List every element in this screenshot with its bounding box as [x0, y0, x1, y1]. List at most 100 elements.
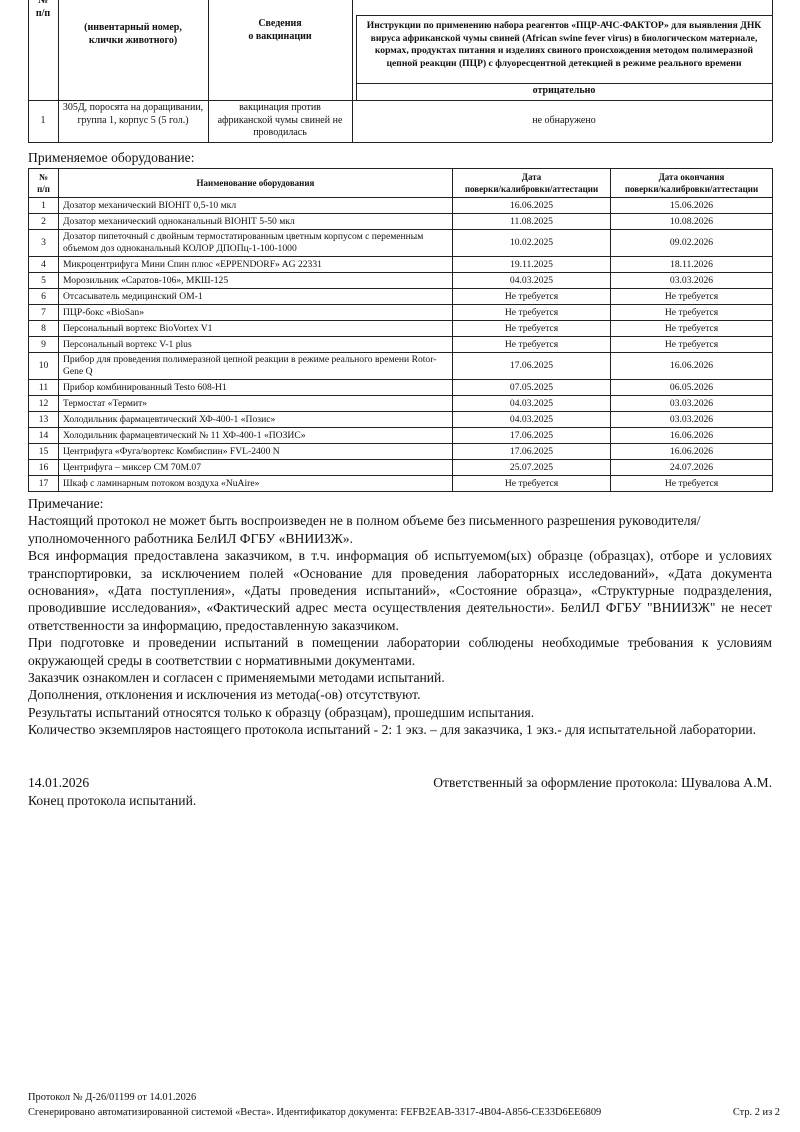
table-border	[58, 0, 59, 142]
table-border	[772, 0, 773, 142]
equipment-table: № п/п Наименование оборудования Дата повер…	[28, 168, 773, 492]
cell: не обнаружено	[532, 115, 596, 126]
cell: Морозильник «Саратов-106», МКШ-125	[58, 272, 453, 289]
header-cell: Дата поверки/калибровки/аттестации	[452, 168, 611, 198]
cell: 17	[28, 475, 59, 492]
cell: 16	[28, 459, 59, 476]
note-paragraph: Дополнения, отклонения и исключения из м…	[28, 687, 421, 703]
table-row: 16 Центрифуга – миксер СМ 70М.07 25.07.202…	[28, 459, 773, 476]
cell: 17.06.2025	[452, 352, 611, 380]
cell: 25.07.2025	[452, 459, 611, 476]
cell: Прибор для проведения полимеразной цепно…	[58, 352, 453, 380]
footer-generated: Сгенерировано автоматизированной системо…	[28, 1107, 602, 1118]
header-cell: Сведения о вакцинации	[248, 18, 312, 42]
table-row: 3 Дозатор пипеточный с двойным термостати…	[28, 229, 773, 257]
table-row: 17 Шкаф с ламинарным потоком воздуха «NuA…	[28, 475, 773, 492]
cell: Не требуется	[610, 320, 773, 337]
cell: Не требуется	[610, 336, 773, 353]
header-row: № п/п Наименование оборудования Дата повер…	[28, 168, 773, 198]
header-cell: № п/п	[35, 0, 51, 19]
cell: 04.03.2025	[452, 395, 611, 412]
cell: 11	[28, 379, 59, 396]
note-paragraph: Настоящий протокол не может быть воспрои…	[28, 513, 701, 546]
cell: Отсасыватель медицинский ОМ-1	[58, 288, 453, 305]
table-body: № п/п Наименование оборудования Дата повер…	[28, 168, 773, 492]
table-border	[28, 100, 772, 101]
cell: Шкаф с ламинарным потоком воздуха «NuAir…	[58, 475, 453, 492]
cell: 8	[28, 320, 59, 337]
cell: 04.03.2025	[452, 272, 611, 289]
table-row: 11 Прибор комбинированный Testo 608-H1 07.…	[28, 379, 773, 396]
cell: Не требуется	[452, 475, 611, 492]
cell: 06.05.2026	[610, 379, 773, 396]
cell: 6	[28, 288, 59, 305]
table-row: 5 Морозильник «Саратов-106», МКШ-125 04.03…	[28, 272, 773, 289]
table-row: 1 Дозатор механический ВІОНІТ 0,5-10 мкл 1…	[28, 197, 773, 214]
cell: Центрифуга – миксер СМ 70М.07	[58, 459, 453, 476]
cell: 7	[28, 304, 59, 321]
table-border	[208, 0, 209, 142]
header-cell: Наименование оборудования	[58, 168, 453, 198]
cell: Не требуется	[452, 336, 611, 353]
table-row: 10 Прибор для проведения полимеразной цеп…	[28, 352, 773, 380]
cell: 10	[28, 352, 59, 380]
date: 14.01.2026	[28, 775, 90, 790]
cell: Не требуется	[452, 304, 611, 321]
cell: 11.08.2025	[452, 213, 611, 230]
footer-protocol: Протокол № Д-26/01199 от 14.01.2026	[28, 1092, 197, 1103]
cell: Термостат «Термит»	[58, 395, 453, 412]
cell: Холодильник фармацевтический ХФ-400-1 «П…	[58, 411, 453, 428]
cell: 4	[28, 256, 59, 273]
header-cell: отрицательно	[532, 85, 596, 96]
cell: 17.06.2025	[452, 427, 611, 444]
cell: 03.03.2026	[610, 395, 773, 412]
cell: 16.06.2026	[610, 443, 773, 460]
cell: Персональный вортекс V-1 plus	[58, 336, 453, 353]
table-row: 9 Персональный вортекс V-1 plus Не требует…	[28, 336, 773, 353]
note-paragraph: При подготовке и проведении испытаний в …	[28, 635, 772, 668]
cell: Микроцентрифуга Мини Спин плюс «EPPENDOR…	[58, 256, 453, 273]
cell: ПЦР-бокс «BioSan»	[58, 304, 453, 321]
cell: 17.06.2025	[452, 443, 611, 460]
header-cell: Дата окончания поверки/калибровки/аттест…	[610, 168, 773, 198]
table-border	[352, 0, 353, 142]
cell: 10.02.2025	[452, 229, 611, 257]
cell: 03.03.2026	[610, 411, 773, 428]
footer-page: Стр. 2 из 2	[732, 1107, 780, 1118]
section-title: Применяемое оборудование:	[28, 150, 195, 165]
table-row: 14 Холодильник фармацевтический № 11 ХФ-4…	[28, 427, 773, 444]
header-cell: (инвентарный номер, клички животного)	[84, 22, 182, 46]
cell: 07.05.2025	[452, 379, 611, 396]
cell: 19.11.2025	[452, 256, 611, 273]
table-row: 12 Термостат «Термит» 04.03.2025 03.03.2026	[28, 395, 773, 412]
header-cell: Инструкции по применению набора реагенто…	[366, 20, 762, 69]
note-paragraph: Заказчик ознакомлен и согласен с применя…	[28, 670, 445, 686]
table-row: 13 Холодильник фармацевтический ХФ-400-1 …	[28, 411, 773, 428]
notes: Примечание: Настоящий протокол не может …	[28, 495, 772, 739]
header-cell: № п/п	[28, 168, 59, 198]
cell: 1	[40, 115, 46, 126]
cell: Холодильник фармацевтический № 11 ХФ-400…	[58, 427, 453, 444]
table-row: 2 Дозатор механический одноканальный ВІОН…	[28, 213, 773, 230]
cell: 09.02.2026	[610, 229, 773, 257]
note-paragraph: Результаты испытаний относятся только к …	[28, 704, 535, 720]
table-row: 4 Микроцентрифуга Мини Спин плюс «EPPENDO…	[28, 256, 773, 273]
table-border	[356, 15, 357, 100]
cell: 2	[28, 213, 59, 230]
note-paragraph: Вся информация предоставлена заказчиком,…	[28, 548, 772, 633]
cell: 10.08.2026	[610, 213, 773, 230]
cell: 13	[28, 411, 59, 428]
table-row: 15 Центрифуга «Фуга/вортекс Комбиспин» FV…	[28, 443, 773, 460]
table-border	[28, 0, 29, 142]
cell: 12	[28, 395, 59, 412]
cell: Дозатор пипеточный с двойным термостатир…	[58, 229, 453, 257]
cell: Центрифуга «Фуга/вортекс Комбиспин» FVL-…	[58, 443, 453, 460]
cell: 15	[28, 443, 59, 460]
cell: 9	[28, 336, 59, 353]
cell: Дозатор механический одноканальный ВІОНІ…	[58, 213, 453, 230]
table-border	[356, 15, 772, 16]
cell: Не требуется	[452, 288, 611, 305]
cell: Не требуется	[610, 304, 773, 321]
